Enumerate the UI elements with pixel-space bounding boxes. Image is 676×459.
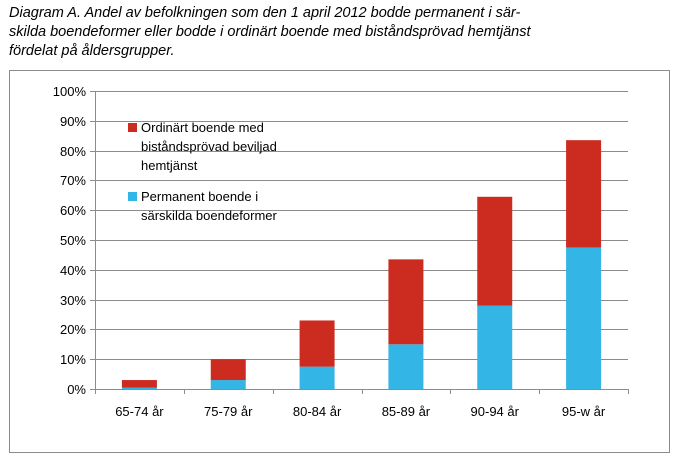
bar-ordinart-boende [299,320,335,367]
x-tick-label: 85-89 år [382,404,431,419]
y-tick-label: 10% [60,352,86,367]
y-tick-label: 50% [60,233,86,248]
bar-ordinart-boende [388,259,424,345]
x-tick-label: 65-74 år [115,404,164,419]
bar-permanent-boende [299,366,335,389]
chart-title-line-2: skilda boendeformer eller bodde i ordinä… [9,24,531,40]
y-tick-label: 100% [53,84,87,99]
bar-ordinart-boende [566,140,602,248]
y-tick-label: 0% [67,382,86,397]
bar-ordinart-boende [121,380,157,388]
y-tick-label: 90% [60,114,86,129]
bar-permanent-boende [210,380,246,389]
y-tick-label: 40% [60,263,86,278]
legend-permanent-swatch [128,192,137,201]
x-tick-label: 95-w år [562,404,606,419]
legend-ordinart-label: biståndsprövad beviljad [141,139,277,154]
x-tick-label: 80-84 år [293,404,342,419]
legend-ordinart-label: Ordinärt boende med [141,120,264,135]
y-tick-label: 70% [60,173,86,188]
y-tick-label: 20% [60,322,86,337]
legend-permanent-label: Permanent boende i [141,189,258,204]
y-tick-label: 80% [60,144,86,159]
chart-title-line-1: Diagram A. Andel av befolkningen som den… [9,5,521,21]
bar-permanent-boende [566,247,602,389]
legend-permanent-label: särskilda boendeformer [141,208,278,223]
x-tick-label: 90-94 år [471,404,520,419]
bar-permanent-boende [121,387,157,389]
chart-title-line-3: fördelat på åldersgrupper. [9,43,175,59]
bar-permanent-boende [477,305,513,389]
bar-ordinart-boende [210,359,246,381]
x-tick-label: 75-79 år [204,404,253,419]
chart-frame [9,70,670,453]
legend-ordinart-label: hemtjänst [141,158,198,173]
legend-ordinart-swatch [128,123,137,132]
bar-permanent-boende [388,344,424,389]
bar-ordinart-boende [477,196,513,306]
y-tick-label: 60% [60,203,86,218]
chart-title: Diagram A. Andel av befolkningen som den… [9,4,669,61]
y-tick-label: 30% [60,293,86,308]
